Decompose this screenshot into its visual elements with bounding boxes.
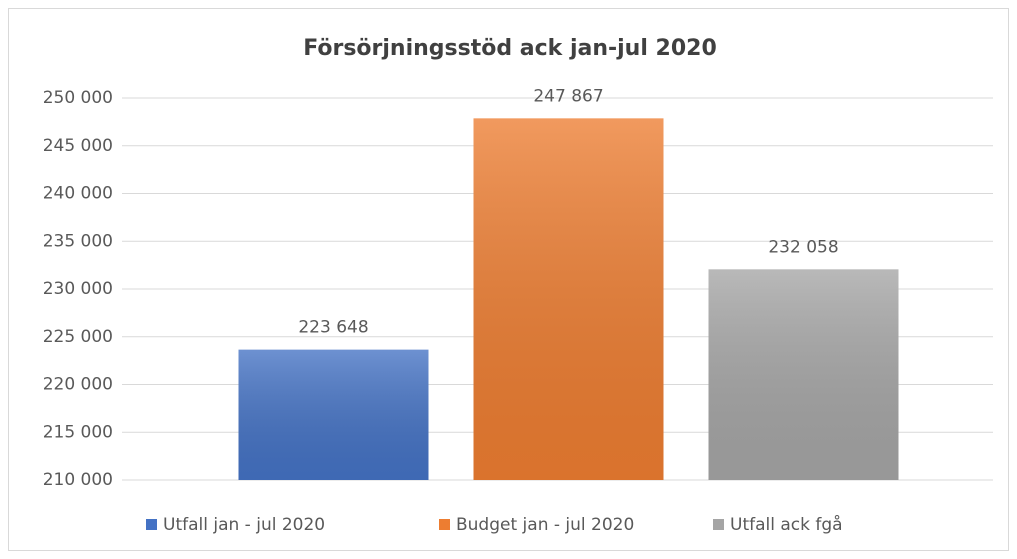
bar bbox=[473, 118, 664, 480]
data-label: 232 058 bbox=[768, 237, 838, 257]
y-tick-label: 245 000 bbox=[43, 136, 113, 156]
chart-title: Försörjningsstöd ack jan-jul 2020 bbox=[303, 36, 717, 61]
legend-label: Utfall ack fgå bbox=[730, 514, 843, 535]
bar bbox=[238, 349, 429, 480]
y-tick-label: 235 000 bbox=[43, 231, 113, 251]
legend-swatch bbox=[439, 519, 450, 530]
legend-label: Utfall jan - jul 2020 bbox=[163, 515, 325, 535]
data-label: 247 867 bbox=[533, 86, 603, 106]
bar bbox=[708, 269, 899, 480]
y-tick-label: 225 000 bbox=[43, 327, 113, 347]
y-tick-label: 240 000 bbox=[43, 184, 113, 204]
data-label: 223 648 bbox=[298, 318, 368, 338]
y-tick-label: 210 000 bbox=[43, 470, 113, 490]
y-tick-label: 220 000 bbox=[43, 375, 113, 395]
y-tick-label: 250 000 bbox=[43, 88, 113, 108]
legend-swatch bbox=[713, 519, 724, 530]
legend-label: Budget jan - jul 2020 bbox=[456, 515, 634, 535]
y-tick-label: 230 000 bbox=[43, 279, 113, 299]
legend-swatch bbox=[146, 519, 157, 530]
y-tick-label: 215 000 bbox=[43, 422, 113, 442]
